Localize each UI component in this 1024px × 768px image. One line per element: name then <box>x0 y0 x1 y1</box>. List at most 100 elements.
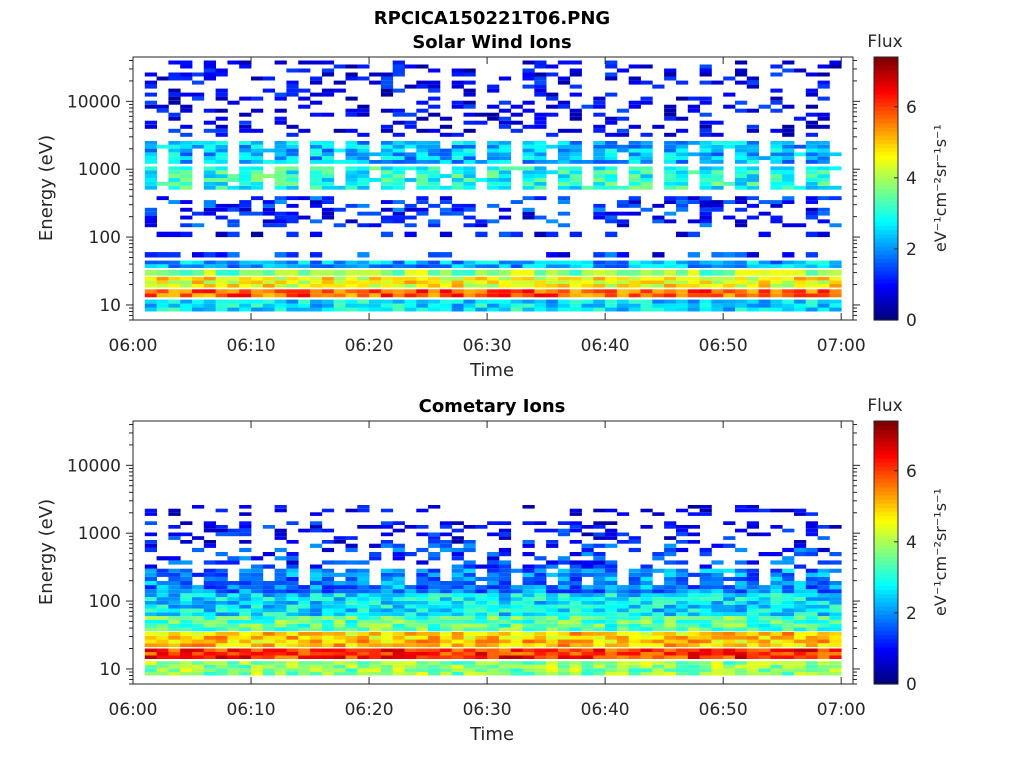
heat-cell <box>676 664 689 669</box>
heat-cell <box>616 589 630 594</box>
heat-cell <box>262 88 275 93</box>
heat-cell <box>215 276 228 281</box>
heat-cell <box>463 576 476 581</box>
heat-cell <box>557 581 571 586</box>
heat-cell <box>239 572 252 577</box>
heat-cell <box>782 141 795 145</box>
heat-cell <box>286 264 299 268</box>
heat-cell <box>640 655 653 659</box>
heat-cell <box>239 166 252 171</box>
heat-cell <box>369 211 382 216</box>
heat-cell <box>298 128 311 133</box>
heat-cell <box>498 299 512 304</box>
heat-cell <box>180 664 193 669</box>
heat-cell <box>510 600 523 605</box>
heat-cell <box>345 576 358 581</box>
heat-cell <box>286 211 299 216</box>
heat-cell <box>357 211 370 216</box>
heat-cell <box>286 619 299 624</box>
heat-cell <box>144 120 157 125</box>
heat-cell <box>357 132 370 137</box>
heat-cell <box>463 627 476 632</box>
heat-cell <box>735 632 748 636</box>
heat-cell <box>805 655 818 659</box>
heat-cell <box>168 568 181 573</box>
heat-cell <box>321 174 335 178</box>
heat-cell <box>805 112 818 117</box>
heat-cell <box>782 604 795 609</box>
heat-cell <box>581 525 594 529</box>
heat-cell <box>286 80 299 85</box>
colorbar-segment <box>874 295 898 301</box>
heat-cell <box>180 92 193 97</box>
heat-cell <box>333 307 346 312</box>
heat-cell <box>345 661 358 665</box>
heat-cell <box>286 581 299 586</box>
heat-cell <box>581 303 594 308</box>
heat-cell <box>652 556 665 561</box>
heat-cell <box>239 276 252 281</box>
heat-cell <box>723 648 736 652</box>
heat-cell <box>628 80 641 85</box>
heat-cell <box>723 597 736 601</box>
heat-cell <box>321 648 335 652</box>
heat-cell <box>605 181 618 186</box>
heat-cell <box>321 299 335 304</box>
heat-cell <box>239 532 252 537</box>
heat-cell <box>475 112 488 117</box>
heat-cell <box>428 623 441 628</box>
heat-cell <box>770 664 783 669</box>
heat-cell <box>640 581 653 586</box>
heat-cell <box>770 148 783 153</box>
heat-cell <box>487 174 500 178</box>
heat-cell <box>782 174 795 178</box>
heat-cell <box>274 148 287 153</box>
heat-cell <box>687 104 700 109</box>
colorbar-segment <box>874 81 898 87</box>
heat-cell <box>380 166 394 171</box>
colorbar-segment <box>874 437 898 443</box>
heat-cell <box>510 652 523 656</box>
heat-cell <box>239 505 252 509</box>
heat-cell <box>534 299 547 304</box>
heat-cell <box>699 616 712 620</box>
heat-cell <box>569 60 582 65</box>
heat-cell <box>652 604 665 609</box>
heat-cell <box>735 174 748 178</box>
heat-cell <box>380 144 394 149</box>
heat-cell <box>239 141 252 145</box>
heat-cell <box>782 170 795 175</box>
heat-cell <box>746 525 759 529</box>
heat-cell <box>687 219 700 224</box>
heat-cell <box>463 215 476 220</box>
heat-cell <box>676 170 689 175</box>
heat-cell <box>262 219 275 224</box>
heat-cell <box>310 203 323 208</box>
heat-cell <box>215 576 228 581</box>
colorbar-segment <box>874 536 898 541</box>
heat-cell <box>203 585 216 590</box>
heat-cell <box>345 280 358 284</box>
heat-cell <box>498 600 512 605</box>
heat-cell <box>345 600 358 605</box>
heat-cell <box>192 289 205 294</box>
heat-cell <box>439 593 453 598</box>
heat-cell <box>215 560 228 565</box>
heat-cell <box>652 627 665 632</box>
heat-cell <box>699 284 712 288</box>
heat-cell <box>380 632 394 636</box>
heat-cell <box>439 627 453 632</box>
heat-cell <box>498 635 512 640</box>
heat-cell <box>298 269 311 276</box>
heat-cell <box>723 619 736 624</box>
heat-cell <box>581 104 594 109</box>
heat-cell <box>746 593 759 598</box>
heat-cell <box>770 585 783 590</box>
heat-cell <box>546 132 559 137</box>
heat-cell <box>676 156 689 160</box>
heat-cell <box>711 200 724 204</box>
heat-cell <box>593 664 606 669</box>
heat-cell <box>475 608 488 613</box>
heat-cell <box>546 600 559 605</box>
heat-cell <box>451 174 464 178</box>
